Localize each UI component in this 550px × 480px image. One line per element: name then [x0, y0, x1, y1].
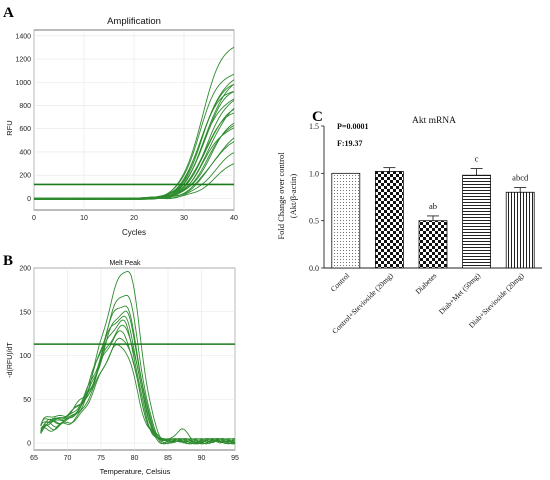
- panel-b-y-tick-label: 100: [19, 353, 31, 360]
- panel-a-y-tick-label: 1000: [15, 80, 31, 87]
- panel-c-f-value: F:19.37: [337, 139, 363, 148]
- panel-b-y-tick-label: 0: [27, 441, 31, 448]
- panel-a-x-tick-label: 10: [80, 215, 88, 222]
- panel-c-significance-label: abcd: [512, 173, 529, 183]
- panel-c-y-axis-label-2: (Akt/β-actin): [288, 174, 298, 219]
- panel-b-x-axis-label: Temperature, Celsius: [100, 467, 171, 476]
- panel-b-x-tick-label: 65: [30, 455, 38, 462]
- panel-a-amplification-trace: [33, 141, 235, 200]
- panel-b-axes: 65 70 75 80 85 90 95 0 50 100 150 200: [19, 266, 239, 463]
- panel-c-y-tick-label: 0.5: [309, 217, 319, 226]
- panel-a-x-axis-label: Cycles: [122, 228, 146, 237]
- panel-b-x-tick-label: 90: [198, 455, 206, 462]
- panel-a-y-axis-label: RFU: [5, 120, 14, 135]
- panel-c-category-label: Diab+Met (50mg): [437, 271, 482, 316]
- panel-a-amplification-trace: [33, 163, 235, 200]
- panel-c-significance-label: c: [475, 154, 479, 164]
- panel-c-title: Akt mRNA: [412, 116, 456, 126]
- panel-b-melt-trace: [40, 319, 236, 444]
- panel-b-y-tick-label: 200: [19, 266, 31, 273]
- panel-b-x-tick-label: 95: [231, 455, 239, 462]
- panel-b-x-tick-label: 80: [131, 455, 139, 462]
- panel-c-y-axis-label: Fold Change over control: [276, 152, 286, 240]
- panel-b-y-axis-label: -d(RFU)/dT: [7, 342, 14, 378]
- panel-c-p-value: P=0.0001: [337, 122, 368, 131]
- panel-c-category-label: Control: [329, 271, 352, 294]
- panel-b-y-tick-label: 150: [19, 309, 31, 316]
- panel-c: C Akt mRNA P=0.0001 F:19.37 Fold Change …: [276, 109, 542, 336]
- panel-a-x-tick-label: 40: [230, 215, 238, 222]
- panel-a-letter: A: [3, 5, 14, 21]
- panel-b-gridlines: [33, 267, 236, 450]
- panel-a: A Amplification 0 10 20 30 40020040060080010…: [3, 5, 238, 237]
- panel-a-y-tick-label: 1200: [15, 57, 31, 64]
- panel-a-x-tick-label: 20: [130, 215, 138, 222]
- panel-c-category-label: Diabetes: [413, 271, 438, 296]
- panel-a-y-tick-label: 1400: [15, 33, 31, 40]
- panel-c-bar: [462, 174, 492, 269]
- panel-a-traces: [33, 46, 235, 200]
- panel-c-y-tick-label: 1.0: [309, 169, 319, 178]
- panel-b-y-tick-label: 50: [23, 397, 31, 404]
- panel-c-significance-label: ab: [429, 201, 437, 211]
- panel-b: B Melt Peak 65 70 75 80 85 90 95 0 50 100 150 200 T…: [3, 253, 239, 476]
- panel-b-title: Melt Peak: [109, 260, 141, 267]
- panel-c-y-tick-label: 0.0: [309, 264, 319, 273]
- panel-c-y-tick-label: 1.5: [309, 122, 319, 131]
- panel-a-title: Amplification: [107, 16, 161, 27]
- panel-b-melt-trace: [40, 324, 236, 445]
- panel-c-bar: [418, 220, 448, 269]
- panel-b-letter: B: [3, 253, 13, 269]
- panel-c-bar: [374, 171, 404, 269]
- panel-b-x-tick-label: 75: [97, 455, 105, 462]
- panel-a-x-tick-label: 30: [180, 215, 188, 222]
- panel-a-y-tick-label: 800: [19, 103, 31, 110]
- panel-b-traces: [34, 270, 236, 445]
- panel-a-y-tick-label: 200: [19, 173, 31, 180]
- panel-c-letter: C: [312, 109, 323, 125]
- panel-a-y-tick-label: 600: [19, 126, 31, 133]
- panel-a-y-tick-label: 0: [27, 196, 31, 203]
- panel-c-bar: [505, 191, 535, 269]
- panel-a-y-tick-label: 400: [19, 149, 31, 156]
- panel-b-x-tick-label: 70: [64, 455, 72, 462]
- panel-b-melt-trace: [40, 344, 236, 445]
- panel-a-x-tick-label: 0: [32, 215, 36, 222]
- panel-b-melt-trace: [40, 330, 236, 445]
- panel-b-x-tick-label: 85: [164, 455, 172, 462]
- panel-c-bar: [331, 172, 361, 269]
